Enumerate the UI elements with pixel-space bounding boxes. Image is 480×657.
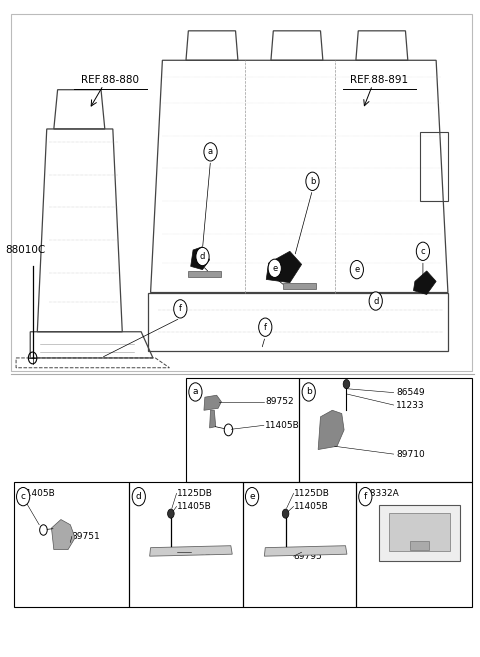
Polygon shape [210, 410, 216, 428]
Circle shape [245, 487, 259, 506]
Text: 89898B: 89898B [177, 548, 211, 556]
Text: f: f [264, 323, 267, 332]
Circle shape [416, 242, 430, 260]
Text: b: b [306, 388, 312, 396]
Circle shape [174, 300, 187, 318]
Text: REF.88-891: REF.88-891 [350, 75, 408, 85]
Polygon shape [204, 396, 221, 410]
Circle shape [259, 318, 272, 336]
Text: 89795: 89795 [294, 552, 323, 560]
Text: 86549: 86549 [396, 388, 425, 397]
Text: 89752: 89752 [265, 397, 294, 406]
Polygon shape [191, 247, 210, 269]
Polygon shape [266, 251, 301, 283]
Circle shape [196, 248, 209, 265]
Text: 1125DB: 1125DB [294, 489, 329, 498]
Bar [186, 378, 299, 482]
Text: 11405B: 11405B [294, 502, 328, 511]
Circle shape [359, 487, 372, 506]
Polygon shape [318, 410, 344, 449]
Text: 11405B: 11405B [265, 421, 300, 430]
Text: f: f [179, 304, 182, 313]
Polygon shape [410, 541, 429, 550]
Circle shape [168, 509, 174, 518]
Text: e: e [272, 264, 277, 273]
Bar [299, 378, 471, 482]
Text: f: f [364, 492, 367, 501]
Bar [242, 482, 356, 606]
Polygon shape [413, 271, 436, 294]
Text: d: d [373, 296, 378, 306]
Text: 11405B: 11405B [21, 489, 56, 498]
Text: d: d [136, 492, 142, 501]
Circle shape [268, 259, 281, 277]
Text: e: e [354, 265, 360, 274]
Circle shape [16, 487, 30, 506]
Text: c: c [21, 492, 25, 501]
Polygon shape [283, 283, 316, 289]
Circle shape [189, 383, 202, 401]
Text: 11233: 11233 [396, 401, 425, 409]
Circle shape [350, 260, 363, 279]
Circle shape [282, 509, 289, 518]
Circle shape [132, 487, 145, 506]
Text: a: a [208, 147, 213, 156]
Polygon shape [150, 546, 232, 556]
Circle shape [204, 143, 217, 161]
Text: 89751: 89751 [72, 532, 100, 541]
Text: b: b [310, 177, 315, 186]
Polygon shape [264, 546, 347, 556]
Text: c: c [420, 247, 425, 256]
Bar [129, 482, 242, 606]
Bar [14, 482, 129, 606]
Text: 68332A: 68332A [364, 489, 399, 498]
Circle shape [369, 292, 383, 310]
Polygon shape [380, 505, 460, 560]
Text: REF.88-880: REF.88-880 [82, 75, 140, 85]
Circle shape [302, 383, 315, 401]
Text: a: a [192, 388, 198, 396]
Circle shape [306, 172, 319, 191]
Bar [356, 482, 471, 606]
Polygon shape [389, 513, 450, 551]
FancyBboxPatch shape [12, 14, 471, 371]
Text: d: d [200, 252, 205, 261]
Text: 88010C: 88010C [5, 245, 46, 255]
Polygon shape [188, 271, 221, 277]
Polygon shape [51, 520, 75, 550]
Circle shape [343, 380, 350, 389]
Text: 89710: 89710 [396, 449, 425, 459]
Text: e: e [249, 492, 255, 501]
Text: 11405B: 11405B [177, 502, 211, 511]
Text: 1125DB: 1125DB [177, 489, 213, 498]
